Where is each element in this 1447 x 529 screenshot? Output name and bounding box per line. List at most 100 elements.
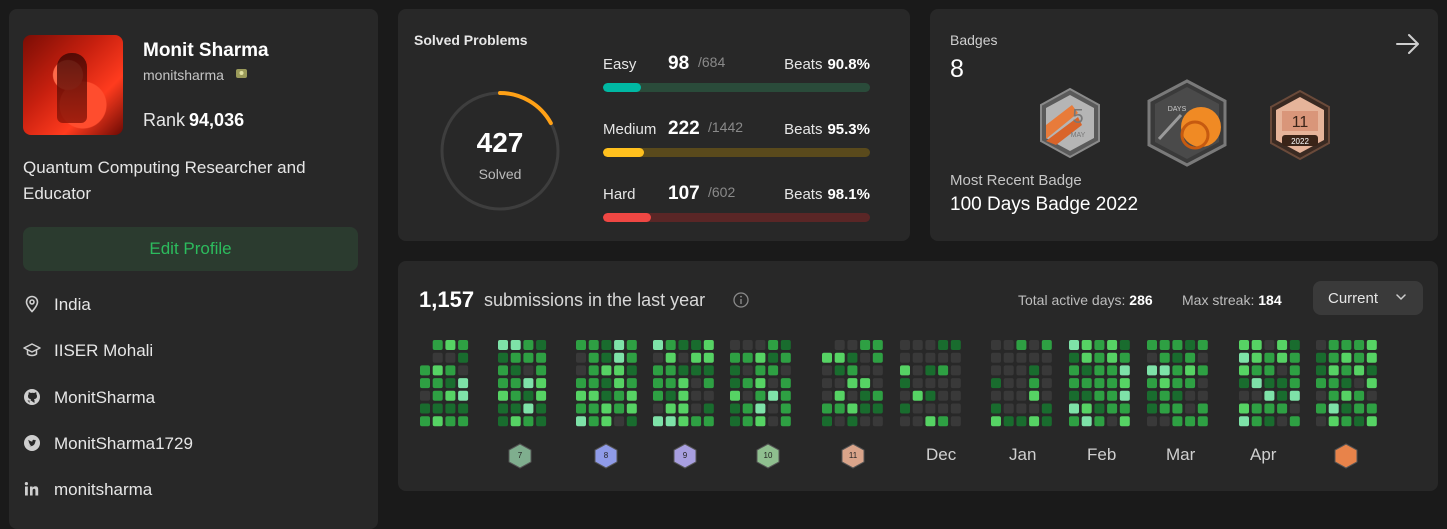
heatmap-cell[interactable] — [1328, 403, 1339, 414]
heatmap-cell[interactable] — [780, 365, 791, 376]
heatmap-cell[interactable] — [1069, 352, 1079, 363]
heatmap-cell[interactable] — [1107, 378, 1118, 389]
heatmap-cell[interactable] — [653, 403, 663, 414]
heatmap-cell[interactable] — [834, 403, 845, 414]
heatmap-cell[interactable] — [1172, 390, 1183, 401]
heatmap-cell[interactable] — [1251, 416, 1262, 427]
heatmap-cell[interactable] — [742, 340, 753, 350]
heatmap-cell[interactable] — [1081, 365, 1092, 376]
heatmap-cell[interactable] — [1354, 378, 1365, 389]
heatmap-cell[interactable] — [665, 378, 676, 389]
heatmap-cell[interactable] — [1316, 378, 1326, 389]
heatmap-cell[interactable] — [1316, 403, 1326, 414]
heatmap-cell[interactable] — [1119, 340, 1130, 350]
heatmap-cell[interactable] — [1016, 403, 1027, 414]
heatmap-cell[interactable] — [847, 340, 858, 350]
heatmap-cell[interactable] — [1147, 352, 1157, 363]
heatmap-cell[interactable] — [938, 340, 949, 350]
heatmap-cell[interactable] — [523, 416, 534, 427]
heatmap-cell[interactable] — [703, 340, 714, 350]
heatmap-cell[interactable] — [847, 416, 858, 427]
heatmap-cell[interactable] — [523, 365, 534, 376]
heatmap-cell[interactable] — [601, 365, 612, 376]
heatmap-cell[interactable] — [1029, 340, 1040, 350]
heatmap-cell[interactable] — [458, 340, 469, 350]
heatmap-cell[interactable] — [900, 403, 910, 414]
heatmap-cell[interactable] — [730, 340, 740, 350]
heatmap-cell[interactable] — [1172, 365, 1183, 376]
heatmap-cell[interactable] — [872, 378, 883, 389]
heatmap-cell[interactable] — [860, 403, 871, 414]
heatmap-cell[interactable] — [1172, 352, 1183, 363]
heatmap-cell[interactable] — [601, 378, 612, 389]
heatmap-cell[interactable] — [1366, 340, 1377, 350]
heatmap-cell[interactable] — [1328, 378, 1339, 389]
heatmap-cell[interactable] — [900, 390, 910, 401]
heatmap-cell[interactable] — [1328, 390, 1339, 401]
heatmap-cell[interactable] — [1277, 416, 1288, 427]
heatmap-cell[interactable] — [1316, 340, 1326, 350]
heatmap-cell[interactable] — [755, 365, 766, 376]
november-2022-badge-icon[interactable]: 11 2022 — [1268, 89, 1332, 161]
heatmap-cell[interactable] — [1264, 390, 1275, 401]
heatmap-cell[interactable] — [1119, 403, 1130, 414]
heatmap-cell[interactable] — [691, 340, 702, 350]
heatmap-cell[interactable] — [588, 416, 599, 427]
heatmap-cell[interactable] — [1159, 416, 1170, 427]
heatmap-cell[interactable] — [780, 390, 791, 401]
heatmap-cell[interactable] — [536, 340, 547, 350]
heatmap-cell[interactable] — [1107, 390, 1118, 401]
heatmap-cell[interactable] — [576, 378, 586, 389]
heatmap-cell[interactable] — [912, 340, 923, 350]
heatmap-cell[interactable] — [1289, 352, 1300, 363]
heatmap-cell[interactable] — [1289, 378, 1300, 389]
heatmap-cell[interactable] — [1016, 352, 1027, 363]
heatmap-cell[interactable] — [991, 390, 1001, 401]
heatmap-cell[interactable] — [653, 352, 663, 363]
heatmap-cell[interactable] — [768, 352, 779, 363]
heatmap-cell[interactable] — [536, 352, 547, 363]
heatmap-cell[interactable] — [1341, 390, 1352, 401]
heatmap-cell[interactable] — [1251, 365, 1262, 376]
heatmap-cell[interactable] — [678, 352, 689, 363]
heatmap-cell[interactable] — [614, 352, 625, 363]
heatmap-cell[interactable] — [626, 390, 637, 401]
heatmap-cell[interactable] — [900, 378, 910, 389]
heatmap-cell[interactable] — [822, 352, 832, 363]
heatmap-cell[interactable] — [576, 365, 586, 376]
heatmap-cell[interactable] — [1003, 390, 1014, 401]
heatmap-cell[interactable] — [1251, 403, 1262, 414]
heatmap-cell[interactable] — [1366, 352, 1377, 363]
heatmap-cell[interactable] — [847, 352, 858, 363]
heatmap-cell[interactable] — [1069, 365, 1079, 376]
heatmap-cell[interactable] — [1081, 390, 1092, 401]
heatmap-cell[interactable] — [768, 340, 779, 350]
heatmap-cell[interactable] — [703, 378, 714, 389]
heatmap-cell[interactable] — [1366, 365, 1377, 376]
heatmap-cell[interactable] — [822, 378, 832, 389]
heatmap-cell[interactable] — [678, 390, 689, 401]
monthly-badge-icon[interactable] — [1334, 443, 1358, 474]
heatmap-cell[interactable] — [626, 403, 637, 414]
monthly-badge-icon[interactable]: 11 — [841, 443, 865, 474]
heatmap-cell[interactable] — [536, 416, 547, 427]
heatmap-cell[interactable] — [1147, 378, 1157, 389]
heatmap-cell[interactable] — [498, 390, 508, 401]
heatmap-cell[interactable] — [601, 416, 612, 427]
heatmap-cell[interactable] — [1239, 340, 1249, 350]
heatmap-cell[interactable] — [1041, 416, 1052, 427]
heatmap-cell[interactable] — [755, 352, 766, 363]
heatmap-cell[interactable] — [1094, 352, 1105, 363]
heatmap-cell[interactable] — [614, 403, 625, 414]
heatmap-cell[interactable] — [1003, 416, 1014, 427]
heatmap-cell[interactable] — [691, 352, 702, 363]
heatmap-cell[interactable] — [768, 390, 779, 401]
heatmap-cell[interactable] — [1094, 403, 1105, 414]
heatmap-cell[interactable] — [626, 416, 637, 427]
heatmap-cell[interactable] — [703, 390, 714, 401]
heatmap-cell[interactable] — [780, 403, 791, 414]
heatmap-cell[interactable] — [742, 390, 753, 401]
heatmap-cell[interactable] — [822, 403, 832, 414]
heatmap-cell[interactable] — [498, 378, 508, 389]
heatmap-cell[interactable] — [1029, 416, 1040, 427]
